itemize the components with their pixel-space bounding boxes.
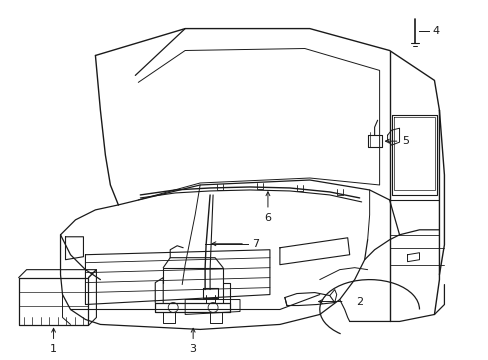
Text: 6: 6 xyxy=(264,213,271,223)
Text: 5: 5 xyxy=(402,136,409,146)
Text: 7: 7 xyxy=(251,239,259,249)
Text: 2: 2 xyxy=(355,297,362,306)
Text: 3: 3 xyxy=(189,345,196,354)
Text: 4: 4 xyxy=(431,26,439,36)
Text: 1: 1 xyxy=(50,345,57,354)
